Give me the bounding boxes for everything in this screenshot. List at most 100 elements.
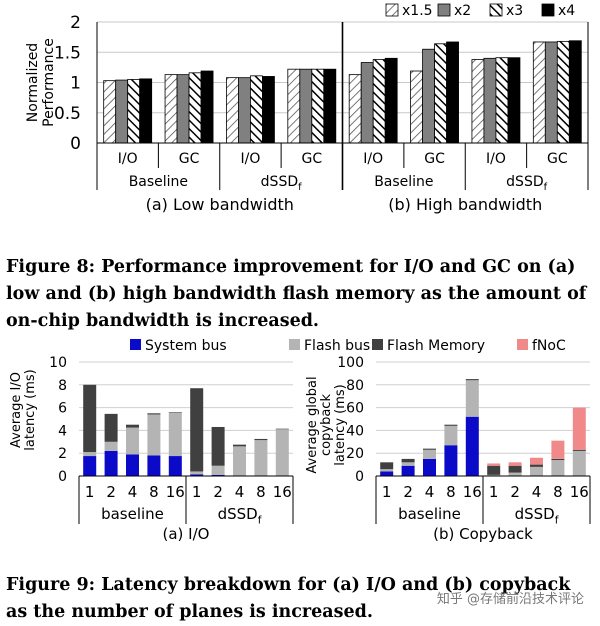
system-label: dSSDf [506,174,547,193]
bar-segment [572,407,586,450]
legend-label: x1.5 [402,3,433,19]
bar [384,57,398,144]
bar-segment [551,460,565,476]
bar [507,57,521,144]
bar [495,57,509,144]
workload-label: GC [424,151,445,167]
bar-segment [275,429,289,476]
legend-label: Flash bus [304,338,370,354]
y-tick-label: 0 [58,469,67,485]
y-tick-label: 4 [58,423,67,439]
bar-segment [465,379,479,381]
bar [188,72,202,144]
x-tick-label: 4 [425,483,435,501]
bar [532,41,546,144]
legend-swatch [437,3,451,17]
x-tick-label: 4 [532,483,542,501]
bar-segment [444,445,458,476]
bar-segment [487,465,501,475]
bar-segment [530,464,543,467]
bar [103,80,117,144]
bar-segment [211,474,225,476]
bar-segment [487,474,501,476]
bar [287,68,301,144]
bar-segment [147,455,161,476]
bar-segment [423,458,436,476]
panel-subtitle: (b) Copyback [433,525,533,543]
group-label: dSSDf [515,505,559,527]
y-axis-label: NormalizedPerformance [25,38,57,127]
legend-swatch [130,339,141,350]
bar-segment [465,416,479,476]
bar [372,59,386,144]
system-label: Baseline [129,174,188,190]
x-tick-label: 2 [510,483,520,501]
bar-segment [190,474,204,476]
bar-segment [444,425,458,446]
bar-segment [254,440,268,476]
bar-segment [83,452,97,457]
bar [238,77,251,144]
bar [299,68,313,144]
bar-segment [147,413,161,415]
bar-segment [572,450,586,476]
bar [115,79,129,144]
figure-9-caption: Figure 9: Latency breakdown for (a) I/O … [6,575,571,622]
y-tick-label: 10 [49,355,67,371]
x-tick-label: 1 [85,483,95,501]
bar [483,57,497,144]
x-tick-label: 1 [382,483,392,501]
legend-swatch [385,3,399,17]
bar-segment [104,441,118,451]
x-tick-label: 8 [446,483,456,501]
x-tick-label: 4 [235,483,245,501]
bar [568,40,582,144]
group-label: baseline [398,505,461,523]
workload-label: I/O [118,151,138,167]
x-tick-label: 2 [106,483,116,501]
x-tick-label: 8 [256,483,266,501]
bar-segment [233,444,246,447]
workload-label: GC [179,151,200,167]
bar-segment [465,380,479,417]
system-label: dSSDf [261,174,302,193]
y-axis-label: Average globalcopybacklatency (ms) [305,376,348,473]
workload-label: I/O [486,151,506,167]
panel-subtitle: (a) I/O [163,525,210,543]
bar [422,48,435,144]
bar [323,68,337,144]
bar-segment [551,458,565,461]
y-tick-label: 0 [70,134,81,154]
x-tick-label: 16 [273,483,292,501]
y-tick-label: 8 [58,378,67,394]
bar [226,77,239,144]
y-tick-label: 80 [346,378,364,394]
x-tick-label: 1 [192,483,202,501]
bar-segment [401,458,415,463]
panel-subtitle: (b) High bandwidth [388,195,542,214]
y-tick-label: 20 [346,446,364,462]
x-tick-label: 8 [149,483,159,501]
bar-segment [126,454,139,476]
bar [127,79,141,144]
y-tick-label: 6 [58,401,67,417]
y-tick-label: 1 [70,74,81,94]
panel-subtitle: (a) Low bandwidth [146,195,294,214]
bar [556,40,570,144]
bar-segment [254,438,268,441]
bar-segment [104,450,118,476]
bar [471,59,485,144]
bar [139,78,153,144]
bar [262,76,275,144]
legend-swatch [489,3,503,17]
bar-segment [444,424,458,426]
legend-label: x2 [454,3,471,19]
legend-label: Flash Memory [387,338,485,354]
bar [176,74,190,144]
bar [311,68,325,144]
bar-segment [423,448,436,450]
bar-segment [168,412,182,413]
bar-segment [104,413,118,442]
bar [446,41,459,144]
bar [360,62,374,144]
